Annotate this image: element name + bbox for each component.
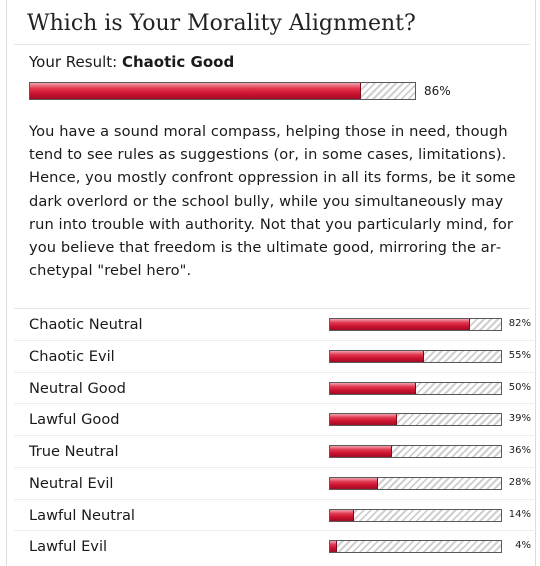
result-progress-bar bbox=[29, 82, 416, 100]
result-label: Your Result: bbox=[29, 53, 118, 71]
other-result-label: Lawful Neutral bbox=[29, 506, 135, 524]
result-value: Chaotic Good bbox=[121, 53, 235, 71]
title-divider bbox=[14, 44, 530, 45]
other-result-bar bbox=[329, 508, 502, 522]
other-result-bar-fill bbox=[330, 350, 425, 362]
other-result-label: Neutral Evil bbox=[29, 474, 114, 492]
other-result-label: Chaotic Neutral bbox=[29, 316, 143, 333]
quiz-results-panel: Which is Your Morality Alignment? Your R… bbox=[6, 0, 537, 566]
quiz-title: Which is Your Morality Alignment? bbox=[27, 11, 416, 36]
other-result-bar-fill bbox=[330, 477, 378, 489]
other-result-percent: 14% bbox=[508, 508, 531, 520]
other-result-label: Neutral Good bbox=[29, 379, 126, 397]
other-result-bar bbox=[329, 318, 502, 331]
other-result-bar bbox=[329, 476, 502, 490]
other-result-percent: 50% bbox=[508, 381, 531, 393]
other-result-percent: 36% bbox=[508, 445, 531, 456]
result-heading: Your Result: Chaotic Good bbox=[29, 52, 234, 72]
other-results-list: Chaotic Neutral 82% Chaotic Evil 55% Neu… bbox=[14, 309, 537, 563]
other-result-percent: 55% bbox=[508, 349, 531, 361]
other-result-bar bbox=[329, 445, 502, 458]
other-result-percent: 4% bbox=[515, 540, 531, 552]
result-progress-fill bbox=[30, 83, 362, 99]
other-result-bar-fill bbox=[330, 541, 337, 553]
other-result-row: Lawful Good 39% bbox=[14, 404, 537, 436]
other-result-bar bbox=[329, 349, 502, 363]
description-divider bbox=[14, 308, 530, 309]
other-result-label: Lawful Good bbox=[29, 411, 120, 429]
other-result-percent: 28% bbox=[508, 476, 531, 488]
other-result-row: Neutral Evil 28% bbox=[14, 468, 537, 500]
other-result-bar bbox=[329, 381, 502, 395]
other-result-bar-fill bbox=[330, 446, 392, 457]
other-result-row: Chaotic Neutral 82% bbox=[14, 309, 537, 341]
other-result-row: Neutral Good 50% bbox=[14, 373, 537, 405]
other-result-bar-fill bbox=[330, 382, 416, 394]
other-result-row: Lawful Evil 4% bbox=[14, 531, 537, 563]
other-result-bar-fill bbox=[330, 319, 471, 330]
result-percent: 86% bbox=[424, 84, 451, 98]
other-result-row: Lawful Neutral 14% bbox=[14, 500, 537, 532]
other-result-percent: 39% bbox=[508, 413, 531, 425]
other-result-percent: 82% bbox=[508, 318, 531, 329]
other-result-row: True Neutral 36% bbox=[14, 436, 537, 468]
other-result-bar bbox=[329, 540, 502, 554]
other-result-label: True Neutral bbox=[29, 443, 119, 460]
other-result-row: Chaotic Evil 55% bbox=[14, 341, 537, 373]
other-result-bar-fill bbox=[330, 509, 354, 521]
other-result-bar-fill bbox=[330, 414, 397, 426]
other-result-bar bbox=[329, 413, 502, 427]
other-result-label: Lawful Evil bbox=[29, 538, 108, 556]
other-result-label: Chaotic Evil bbox=[29, 347, 115, 365]
result-description: You have a sound moral compass, helping … bbox=[29, 123, 516, 280]
